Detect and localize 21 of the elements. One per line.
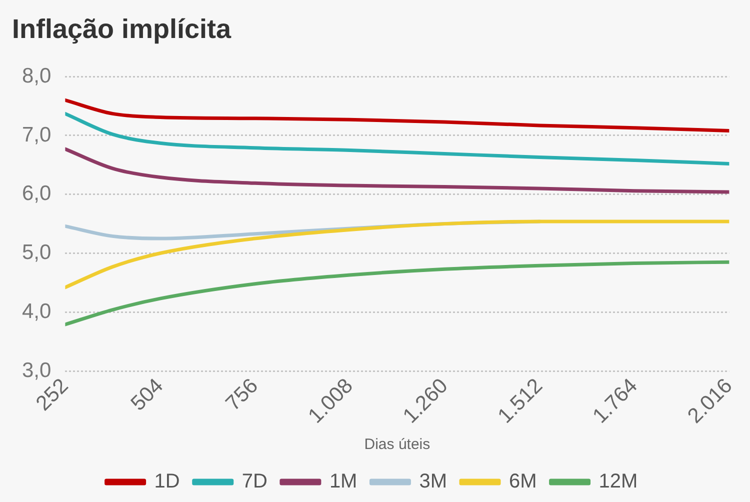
y-tick-label: 6,0 <box>22 182 52 206</box>
y-tick-label: 4,0 <box>22 300 52 323</box>
legend-label: 1M <box>329 470 358 493</box>
legend-label: 12M <box>598 470 638 493</box>
line-series <box>65 147 730 194</box>
y-tick-label: 5,0 <box>22 241 52 264</box>
legend-label: 7D <box>242 470 268 493</box>
y-tick-label: 8,0 <box>22 64 52 88</box>
x-tick-label: 504 <box>126 374 168 416</box>
y-tick-label: 3,0 <box>22 358 52 382</box>
chart-title: Inflação implícita <box>12 14 232 45</box>
y-tick-label: 7,0 <box>22 123 52 146</box>
x-axis-title: Dias úteis <box>364 436 430 454</box>
legend-label: 3M <box>419 470 448 493</box>
x-tick-label: 756 <box>221 374 263 416</box>
line-series <box>65 220 730 290</box>
line-series <box>65 98 730 133</box>
line-series <box>65 112 730 166</box>
legend-label: 6M <box>509 470 537 493</box>
legend-label: 1D <box>154 470 180 493</box>
line-series <box>65 260 730 326</box>
